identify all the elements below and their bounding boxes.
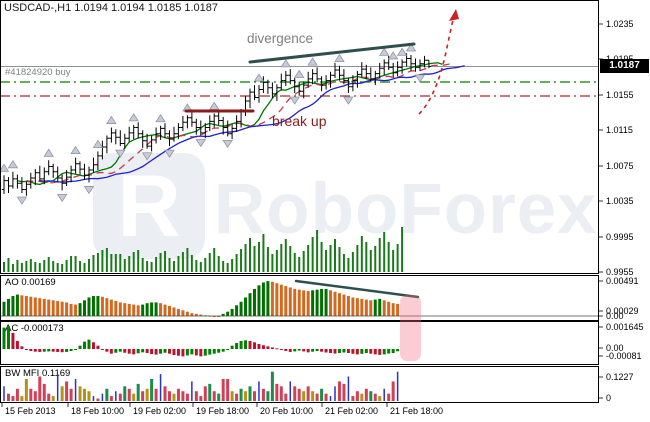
trend-lines	[184, 42, 416, 113]
axis-label: 0.9955	[606, 267, 634, 277]
time-axis-labels: 15 Feb 2013 18 Feb 10:00 19 Feb 02:00 19 Fe…	[1, 403, 443, 416]
current-price-tag: 1.0187	[600, 59, 649, 73]
order-lines	[0, 66, 599, 97]
axis-label: 0.9995	[606, 232, 634, 242]
ma-lips	[17, 62, 443, 186]
time-axis-label: 19 Feb 02:00	[133, 406, 186, 416]
axis-label: 1.0115	[606, 125, 633, 135]
mfi-histogram	[3, 371, 399, 401]
time-axis-label: 15 Feb 2013	[5, 406, 56, 416]
bwmfi-indicator-label: BW MFI 0.1169	[5, 368, 71, 379]
fractal-arrows	[0, 43, 426, 205]
axis-label: 1.0155	[606, 90, 634, 100]
panel-borders	[0, 0, 599, 403]
axis-label: 0.00491	[606, 276, 639, 286]
time-axis-label: 18 Feb 10:00	[71, 406, 124, 416]
ao-histogram	[1, 281, 598, 317]
axis-label: 0	[606, 393, 611, 403]
axis-label: 1.0075	[606, 161, 634, 171]
buy-order-label: #41824920 buy	[5, 67, 71, 78]
volume-bars	[3, 227, 404, 272]
axis-label: 1.0035	[606, 196, 634, 206]
ma-teeth	[26, 63, 452, 184]
axis-label: -0.00081	[606, 351, 642, 361]
ac-indicator-label: AC -0.000173	[5, 323, 64, 334]
roboforex-watermark-text: RoboForex	[214, 170, 598, 249]
axis-label: 1.0235	[606, 19, 634, 29]
forecast-arrow	[418, 9, 459, 115]
time-axis-label: 21 Feb 18:00	[390, 406, 443, 416]
axis-label: 0.00029	[606, 306, 639, 316]
time-axis-label: 21 Feb 02:00	[325, 406, 378, 416]
chart-title: USDCAD-,H1 1.0194 1.0194 1.0185 1.0187	[4, 2, 219, 14]
axis-label: 0.00	[606, 343, 624, 353]
axis-label: 0.00	[606, 311, 624, 321]
candlesticks	[1, 53, 432, 196]
axis-label: 0.001645	[606, 322, 644, 332]
highlight-zone	[400, 295, 421, 361]
ac-histogram	[2, 326, 400, 357]
time-axis-label: 20 Feb 10:00	[260, 406, 313, 416]
break-up-annotation: break up	[272, 113, 327, 129]
price-axis-labels: 1.02351.01951.01551.01151.00751.00350.99…	[599, 19, 644, 403]
ao-indicator-label: AO 0.00169	[5, 277, 56, 288]
ma-jaw	[39, 65, 465, 183]
divergence-annotation: divergence	[247, 31, 314, 46]
axis-label: 0.1227	[606, 372, 634, 382]
ao-divergence-line	[294, 279, 420, 299]
time-axis-label: 19 Feb 18:00	[196, 406, 249, 416]
